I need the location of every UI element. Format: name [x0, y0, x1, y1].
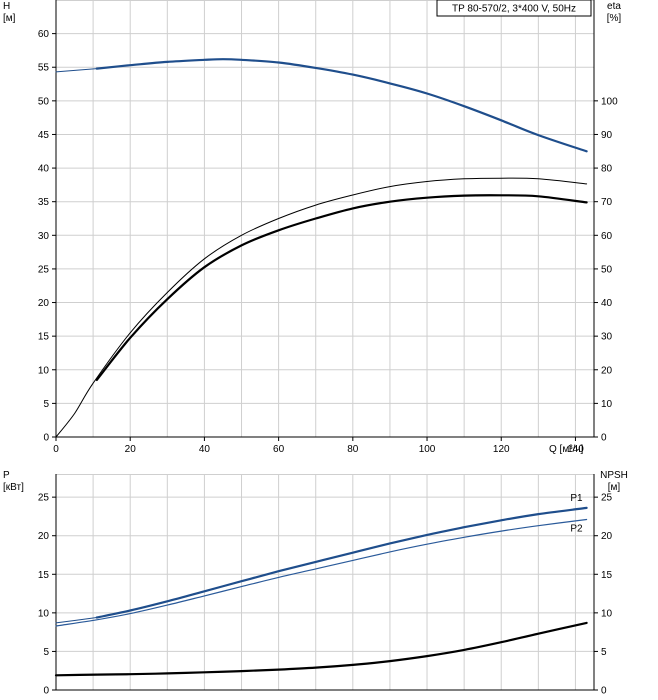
y-right-tick-label: 10 [601, 399, 613, 410]
y-right-axis-title: NPSH [600, 470, 628, 481]
y-left-tick-label: 45 [38, 130, 50, 141]
x-axis-title: Q [м³/ч] [549, 444, 584, 455]
y-right-tick-label: 20 [601, 531, 613, 542]
y-left-tick-label: 0 [43, 433, 49, 444]
title-box [436, 0, 592, 17]
y-left-tick-label: 5 [43, 647, 49, 658]
x-tick-label: 40 [199, 444, 211, 455]
head-efficiency-chart: 0 5 10 15 20 25 30 35 40 45 50 55 60 0 10 20 30 40 50 60 70 8… [3, 0, 621, 455]
y-left-tick-label: 10 [38, 365, 50, 376]
y-left-tick-label: 15 [38, 570, 50, 581]
y-left-tick-label: 15 [38, 332, 50, 343]
series-p2-line [55, 518, 588, 627]
y-left-axis-title: H [3, 1, 10, 12]
y-left-tick-label: 25 [38, 493, 50, 504]
y-left-tick-label: 25 [38, 264, 50, 275]
y-right-tick-label: 20 [601, 365, 613, 376]
y-right-tick-label: 40 [601, 298, 613, 309]
chart-title: TP 80-570/2, 3*400 V, 50Hz [452, 4, 576, 15]
x-tick-label: 100 [419, 444, 436, 455]
y-left-tick-label: 5 [43, 399, 49, 410]
x-tick-label: 0 [53, 444, 59, 455]
y-left-tick-label: 10 [38, 608, 50, 619]
y-right-axis-title: eta [607, 1, 621, 12]
y-right-tick-label: 15 [601, 570, 613, 581]
x-tick-label: 60 [273, 444, 285, 455]
y-left-tick-label: 60 [38, 29, 50, 40]
y-left-tick-label: 20 [38, 531, 50, 542]
y-right-tick-label: 90 [601, 130, 613, 141]
y-right-tick-label: 70 [601, 197, 613, 208]
y-right-tick-label: 0 [601, 686, 607, 697]
series-p1-label: P1 [570, 493, 583, 504]
x-tick-label: 120 [493, 444, 510, 455]
y-right-tick-label: 80 [601, 164, 613, 175]
y-left-tick-label: 20 [38, 298, 50, 309]
y-left-tick-label: 50 [38, 96, 50, 107]
y-right-tick-label: 30 [601, 332, 613, 343]
y-left-tick-label: 30 [38, 231, 50, 242]
y-right-axis-unit: [%] [607, 13, 622, 24]
x-tick-label: 140 [567, 444, 584, 455]
y-right-tick-label: 50 [601, 264, 613, 275]
y-left-tick-label: 40 [38, 164, 50, 175]
y-right-tick-label: 60 [601, 231, 613, 242]
y-right-axis-unit: [м] [608, 482, 621, 493]
series-line-2 [55, 177, 588, 438]
y-right-tick-label: 5 [601, 647, 607, 658]
y-left-tick-label: 0 [43, 686, 49, 697]
series-line-3 [95, 194, 588, 381]
series-line-1-extension [55, 68, 98, 73]
y-right-tick-label: 100 [601, 96, 618, 107]
y-left-axis-title: P [3, 470, 10, 481]
x-tick-label: 80 [347, 444, 359, 455]
series-line-1 [95, 58, 588, 153]
y-left-axis-unit: [м] [3, 13, 16, 24]
y-left-axis-unit: [кВт] [3, 482, 24, 493]
y-right-tick-label: 25 [601, 493, 613, 504]
series-p1-line-extension [55, 617, 98, 624]
y-left-tick-label: 35 [38, 197, 50, 208]
y-right-tick-label: 10 [601, 608, 613, 619]
y-left-tick-label: 55 [38, 63, 50, 74]
series-p2-label: P2 [570, 524, 583, 535]
power-npsh-chart: 0 5 10 15 20 25 0 5 10 15 20 25 P[кВт] NPSH[м] P1 P2 [3, 470, 628, 697]
x-tick-label: 20 [125, 444, 137, 455]
y-right-tick-label: 0 [601, 433, 607, 444]
series-line-3 [54, 621, 588, 677]
series-p1-line [95, 506, 588, 619]
